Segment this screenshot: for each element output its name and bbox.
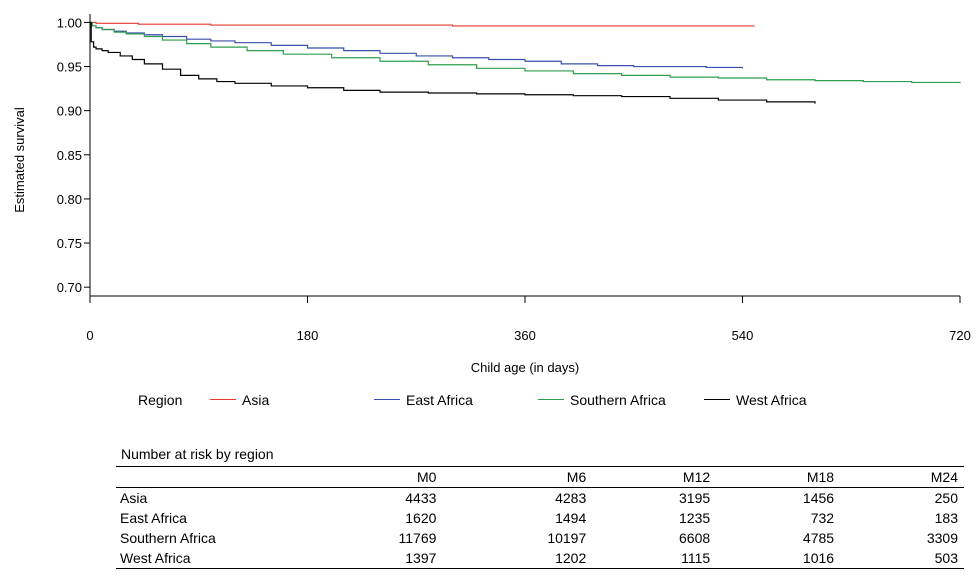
x-axis-label: Child age (in days) [471, 360, 579, 375]
legend-swatch-asia [210, 398, 236, 400]
legend-swatch-west-africa [704, 398, 730, 400]
risk-cell: 1115 [592, 548, 717, 569]
risk-cell: 1456 [802, 490, 835, 506]
y-tick-label: 0.80 [57, 192, 82, 207]
y-axis-label: Estimated survival [12, 107, 27, 213]
y-tick-label: 0.90 [57, 104, 82, 119]
x-tick-label: 0 [86, 328, 93, 343]
series-line-west-africa [90, 21, 816, 104]
risk-row-label: Asia [120, 490, 148, 506]
legend-entry-southern-africa: Southern Africa [538, 392, 666, 408]
legend-title: Region [138, 392, 183, 408]
legend-entry-west-africa: West Africa [704, 392, 807, 408]
y-tick-label: 0.95 [57, 60, 82, 75]
risk-cell: 1016 [716, 548, 841, 569]
risk-cell: 4283 [555, 490, 587, 506]
risk-cell: 3195 [679, 490, 711, 506]
risk-cell: 11769 [398, 530, 437, 546]
risk-cell: 1202 [442, 548, 593, 569]
risk-cell: 10197 [547, 530, 587, 546]
legend: Region Asia East Africa Southern Africa … [138, 392, 968, 412]
risk-cell: 250 [934, 490, 958, 506]
series-layer [90, 21, 961, 104]
legend-swatch-southern-africa [538, 398, 564, 400]
x-tick-label: 360 [514, 328, 536, 343]
risk-row-label: West Africa [116, 548, 296, 569]
risk-row-label: Southern Africa [120, 530, 216, 546]
risk-header-m12: M12 [682, 469, 711, 485]
series-line-asia [90, 21, 755, 27]
x-tick-label: 180 [297, 328, 319, 343]
y-tick-label: 0.75 [57, 236, 82, 251]
x-tick-label: 720 [949, 328, 971, 343]
y-tick-label: 1.00 [57, 15, 82, 30]
x-tick-label: 540 [732, 328, 754, 343]
risk-row-east-africa: East Africa 1620 1494 1235 732 183 [116, 508, 964, 528]
risk-cell: 1620 [405, 510, 437, 526]
risk-table: Number at risk by region M0 M6 M12 M18 M… [116, 444, 964, 569]
risk-cell: 3309 [926, 530, 958, 546]
risk-table-title: Number at risk by region [121, 446, 274, 462]
risk-cell: 503 [840, 548, 964, 569]
risk-cell: 4433 [405, 490, 437, 506]
risk-cell: 732 [810, 510, 835, 526]
y-tick-label: 0.70 [57, 280, 82, 295]
legend-swatch-east-africa [374, 398, 400, 400]
risk-row-label: East Africa [120, 510, 187, 526]
y-tick-label: 0.85 [57, 148, 82, 163]
risk-header-m0: M0 [416, 469, 437, 485]
risk-row-southern-africa: Southern Africa 11769 10197 6608 4785 33… [116, 528, 964, 548]
legend-label-east-africa: East Africa [406, 392, 473, 408]
risk-row-asia: Asia 4433 4283 3195 1456 250 [116, 488, 964, 509]
legend-entry-east-africa: East Africa [374, 392, 473, 408]
risk-cell: 6608 [679, 530, 711, 546]
risk-row-west-africa: West Africa 1397 1202 1115 1016 503 [116, 548, 964, 569]
risk-cell: 1235 [679, 510, 711, 526]
risk-table-header-row: M0 M6 M12 M18 M24 [116, 466, 964, 488]
legend-label-asia: Asia [242, 392, 270, 408]
risk-header-m6: M6 [566, 469, 587, 485]
legend-label-west-africa: West Africa [736, 392, 807, 408]
series-line-southern-africa [90, 21, 961, 84]
legend-entry-asia: Asia [210, 392, 269, 408]
legend-label-southern-africa: Southern Africa [570, 392, 666, 408]
risk-table-grid: M0 M6 M12 M18 M24 Asia 4433 4283 3195 14… [116, 466, 964, 569]
survival-plot: 0 180 360 540 720 0.70 0.75 0.80 0.85 0.90 0.95 1.0… [12, 14, 971, 375]
risk-cell: 1397 [296, 548, 443, 569]
risk-header-m24: M24 [930, 469, 958, 485]
risk-cell: 1494 [555, 510, 587, 526]
risk-cell: 4785 [802, 530, 835, 546]
axes: 0 180 360 540 720 0.70 0.75 0.80 0.85 0.90 0.95 1.0… [57, 14, 971, 343]
risk-cell: 183 [934, 510, 958, 526]
risk-header-m18: M18 [806, 469, 835, 485]
risk-header-corner [116, 467, 296, 488]
